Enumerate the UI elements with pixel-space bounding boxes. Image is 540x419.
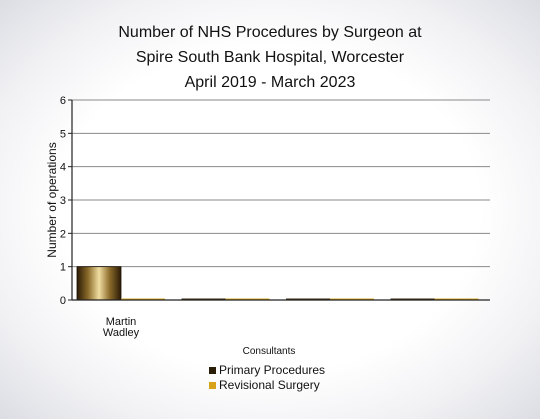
bar-primary — [76, 266, 122, 301]
legend-label-revisional: Revisional Surgery — [219, 378, 320, 392]
x-tick-label: Martin — [106, 316, 137, 328]
bar-primary — [390, 298, 435, 300]
legend-swatch-primary — [209, 367, 216, 374]
bar-revisional — [121, 298, 165, 300]
x-tick-label: Wadley — [103, 327, 140, 339]
bar-primary — [286, 298, 330, 300]
chart-title: Number of NHS Procedures by Surgeon at S… — [0, 20, 540, 95]
y-tick-label: 4 — [60, 162, 66, 174]
bar-primary — [181, 298, 226, 300]
y-tick-label: 3 — [60, 195, 66, 207]
legend-item-primary: Primary Procedures — [209, 363, 325, 378]
legend: Primary Procedures Revisional Surgery — [209, 363, 325, 393]
y-axis-label: Number of operations — [45, 142, 59, 257]
legend-label-primary: Primary Procedures — [219, 363, 326, 377]
y-tick-label: 5 — [60, 128, 66, 140]
x-axis-label: Consultants — [243, 346, 296, 357]
bar-revisional — [330, 298, 374, 300]
y-tick-label: 2 — [60, 228, 66, 240]
chart-title-line-2: Spire South Bank Hospital, Worcester — [135, 49, 405, 66]
y-tick-label: 6 — [60, 95, 66, 107]
chart-title-line-3: April 2019 - March 2023 — [184, 74, 356, 91]
y-tick-label: 1 — [60, 262, 66, 274]
bar-revisional — [225, 298, 270, 300]
bar-revisional — [434, 298, 479, 300]
chart-title-line-1: Number of NHS Procedures by Surgeon at — [118, 24, 422, 41]
legend-item-revisional: Revisional Surgery — [209, 378, 325, 393]
y-tick-label: 0 — [60, 295, 66, 307]
legend-swatch-revisional — [209, 382, 216, 389]
